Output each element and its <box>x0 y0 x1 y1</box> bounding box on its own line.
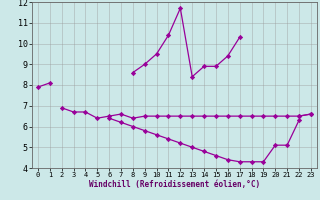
X-axis label: Windchill (Refroidissement éolien,°C): Windchill (Refroidissement éolien,°C) <box>89 180 260 189</box>
